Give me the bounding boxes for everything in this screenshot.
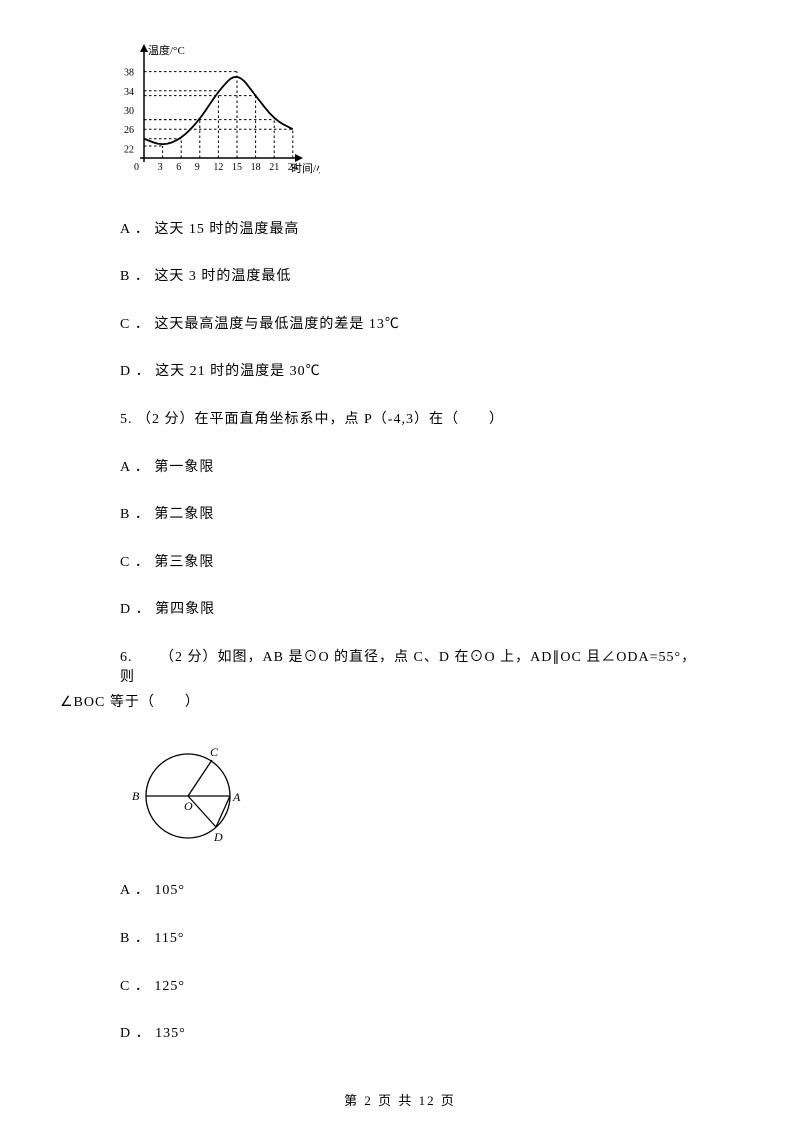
q5-option-a: A ． 第一象限 xyxy=(120,458,710,478)
svg-text:A: A xyxy=(232,790,241,804)
q4-option-d: D ． 这天 21 时的温度是 30℃ xyxy=(120,362,710,382)
temperature-chart: 温度/°C时间/小时022263034383691215182124 xyxy=(110,40,710,192)
q4-option-a: A ． 这天 15 时的温度最高 xyxy=(120,220,710,240)
svg-text:38: 38 xyxy=(124,68,134,79)
svg-text:12: 12 xyxy=(213,162,223,173)
circle-diagram: B A C D O xyxy=(120,741,710,858)
circle-diagram-svg: B A C D O xyxy=(120,741,270,851)
svg-text:D: D xyxy=(213,830,223,844)
svg-text:3: 3 xyxy=(158,162,163,173)
svg-text:34: 34 xyxy=(124,87,134,98)
q6-stem-wrap: 6. （2 分）如图，AB 是⊙O 的直径，点 C、D 在⊙O 上，AD∥OC … xyxy=(120,648,710,713)
svg-text:30: 30 xyxy=(124,106,134,117)
q6-option-c: C ． 125° xyxy=(120,977,710,997)
q6-option-a: A ． 105° xyxy=(120,881,710,901)
q6-option-b: B ． 115° xyxy=(120,929,710,949)
svg-text:0: 0 xyxy=(134,162,139,173)
svg-text:21: 21 xyxy=(269,162,279,173)
svg-text:6: 6 xyxy=(176,162,181,173)
q4-option-c: C ． 这天最高温度与最低温度的差是 13℃ xyxy=(120,315,710,335)
temperature-chart-svg: 温度/°C时间/小时022263034383691215182124 xyxy=(110,40,320,185)
q5-option-b: B ． 第二象限 xyxy=(120,505,710,525)
svg-text:15: 15 xyxy=(232,162,242,173)
page-number: 第 2 页 共 12 页 xyxy=(344,1093,456,1108)
svg-text:18: 18 xyxy=(251,162,261,173)
svg-text:温度/°C: 温度/°C xyxy=(148,43,185,57)
svg-text:26: 26 xyxy=(124,125,134,136)
svg-text:C: C xyxy=(210,745,219,759)
page-footer: 第 2 页 共 12 页 xyxy=(0,1092,800,1110)
svg-text:O: O xyxy=(184,799,193,813)
svg-text:9: 9 xyxy=(195,162,200,173)
svg-text:B: B xyxy=(132,789,140,803)
svg-text:22: 22 xyxy=(124,144,134,155)
q6-option-d: D ． 135° xyxy=(120,1024,710,1044)
q5-stem: 5. （2 分）在平面直角坐标系中，点 P（-4,3）在（ ） xyxy=(120,410,710,430)
svg-text:24: 24 xyxy=(288,162,298,173)
q4-option-b: B ． 这天 3 时的温度最低 xyxy=(120,267,710,287)
q5-option-d: D ． 第四象限 xyxy=(120,600,710,620)
q6-stem-line2: ∠BOC 等于（ ） xyxy=(90,693,200,713)
q5-option-c: C ． 第三象限 xyxy=(120,553,710,573)
q6-stem-line1: 6. （2 分）如图，AB 是⊙O 的直径，点 C、D 在⊙O 上，AD∥OC … xyxy=(120,650,696,685)
